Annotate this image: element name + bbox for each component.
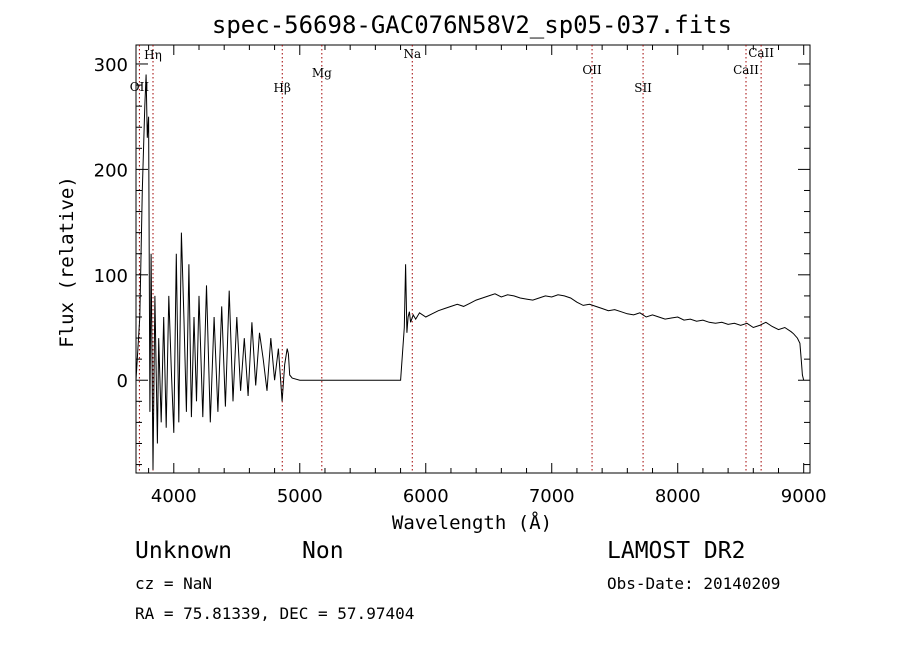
- line-label: OII: [130, 80, 150, 94]
- line-labels: OII Hη Hβ Mg Na OII SII CaII CaII: [130, 46, 775, 95]
- x-tick-label: 8000: [655, 486, 701, 507]
- line-label: SII: [634, 81, 652, 95]
- y-tick-label: 100: [94, 266, 128, 287]
- x-tick-label: 5000: [277, 486, 323, 507]
- x-tick-label: 4000: [151, 486, 197, 507]
- y-axis-label: Flux (relative): [56, 176, 78, 348]
- object-subclass: Non: [302, 538, 344, 564]
- line-label: Hβ: [274, 81, 291, 95]
- x-tick-label: 9000: [781, 486, 827, 507]
- plot-frame: [135, 44, 811, 474]
- x-axis-ticks: 4000 5000 6000 7000 8000 9000: [148, 45, 827, 507]
- spectrum-line: [135, 74, 805, 470]
- chart-title: spec-56698-GAC076N58V2_sp05-037.fits: [212, 11, 732, 39]
- line-label: Hη: [144, 48, 162, 62]
- survey-name: LAMOST DR2: [607, 538, 746, 564]
- coordinates: RA = 75.81339, DEC = 57.97404: [135, 604, 415, 623]
- redshift-text: cz = NaN: [135, 574, 213, 593]
- line-label: OII: [582, 63, 602, 77]
- y-tick-label: 200: [94, 160, 128, 181]
- y-tick-label: 300: [94, 55, 128, 76]
- y-tick-label: 0: [117, 371, 128, 392]
- line-label: CaII: [733, 63, 759, 77]
- line-markers: [138, 45, 762, 473]
- y-axis-ticks: 0 100 200 300: [94, 55, 810, 466]
- object-class: Unknown: [135, 538, 232, 564]
- x-tick-label: 7000: [529, 486, 575, 507]
- line-label: Na: [403, 47, 421, 61]
- x-axis-label: Wavelength (Å): [392, 511, 552, 534]
- obs-date: Obs-Date: 20140209: [607, 574, 781, 593]
- line-label: Mg: [312, 66, 332, 80]
- x-tick-label: 6000: [403, 486, 449, 507]
- line-label: CaII: [748, 46, 774, 60]
